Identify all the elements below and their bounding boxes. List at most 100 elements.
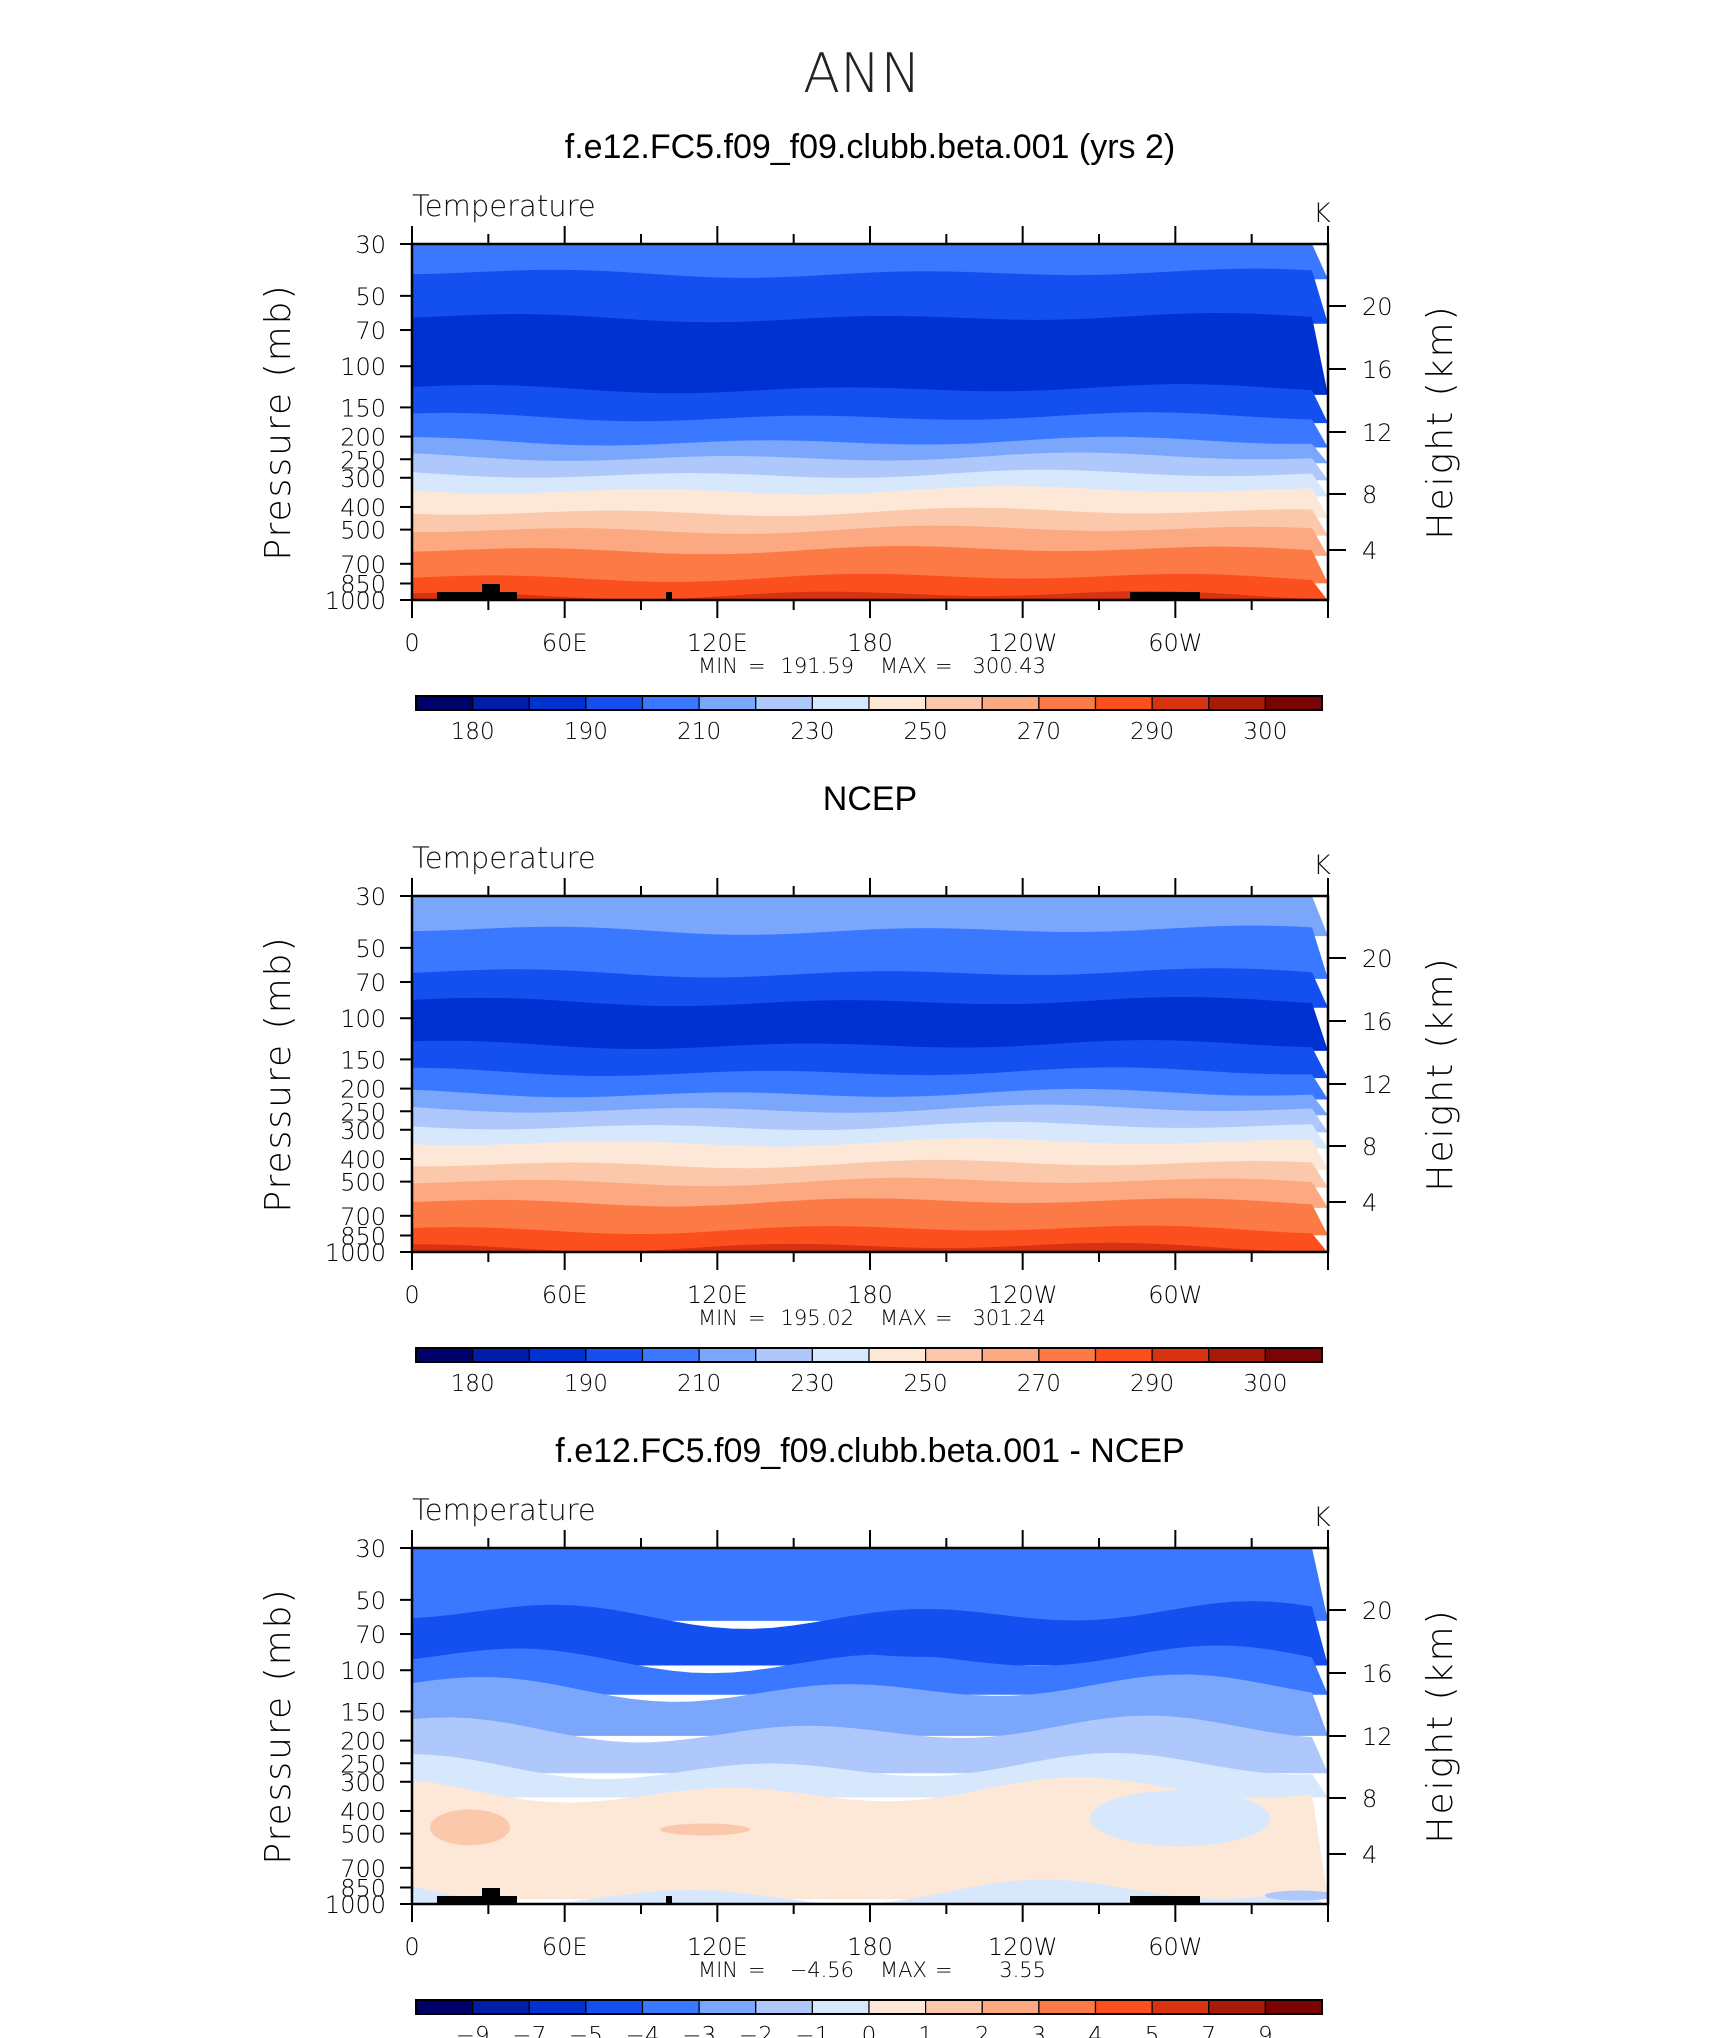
y-right-tick-label: 8 — [1362, 1133, 1377, 1161]
topography-block-1 — [437, 592, 517, 600]
y-tick-label: 100 — [340, 1657, 386, 1685]
contour-band-9 — [412, 486, 1328, 518]
x-tick-label: 60E — [542, 629, 588, 657]
contour-band-11 — [412, 1159, 1328, 1188]
colorbar-swatch — [585, 695, 644, 711]
chart-units: K — [1313, 198, 1331, 229]
y-tick-label: 850 — [340, 1223, 386, 1251]
colorbar-swatch — [1094, 695, 1153, 711]
y-tick-label: 250 — [340, 446, 386, 474]
x-tick-label: 60W — [1148, 629, 1202, 657]
min-value: 191.59 — [781, 654, 854, 678]
topography-block-3 — [666, 592, 672, 600]
colorbar-frame — [415, 695, 1323, 711]
y-tick-label: 50 — [355, 283, 386, 311]
y-right-tick-label: 16 — [1362, 356, 1393, 384]
max-label: MAX — [880, 1306, 927, 1330]
equals-sign: = — [748, 1958, 766, 1982]
y-tick-label: 200 — [340, 1076, 386, 1104]
x-tick-label: 180 — [847, 1933, 893, 1961]
topography-block-4 — [1130, 592, 1200, 600]
x-tick-label: 120E — [687, 1281, 748, 1309]
colorbar-swatch — [925, 695, 983, 711]
y-tick-label: 700 — [340, 1203, 386, 1231]
x-tick-label: 0 — [404, 1281, 419, 1309]
contour-band-15 — [412, 1242, 1315, 1252]
contour-band-3 — [412, 313, 1328, 395]
y-tick-label: 70 — [355, 1621, 386, 1649]
chart-units: K — [1313, 850, 1331, 881]
contour-blob-2 — [835, 1633, 1025, 1658]
contour-band-4 — [412, 996, 1328, 1051]
topography-block-2 — [482, 1888, 500, 1904]
x-tick-label: 180 — [847, 1281, 893, 1309]
y-tick-label: 1000 — [325, 1891, 386, 1919]
contour-blob-1 — [420, 1635, 620, 1648]
y-tick-label: 100 — [340, 353, 386, 381]
topography-block-4 — [1130, 1896, 1200, 1904]
y-right-axis-label: Height (km) — [1420, 956, 1461, 1191]
max-value: 3.55 — [999, 1958, 1046, 1982]
colorbar-swatch — [811, 1347, 870, 1363]
contour-blob-3 — [1170, 1632, 1230, 1641]
colorbar-swatch — [1264, 695, 1323, 711]
y-tick-label: 700 — [340, 551, 386, 579]
y-tick-label: 400 — [340, 1798, 386, 1826]
y-tick-label: 300 — [340, 465, 386, 493]
y-tick-label: 250 — [340, 1750, 386, 1778]
y-axis-label: Pressure (mb) — [258, 1587, 299, 1864]
colorbar-frame — [415, 1347, 1323, 1363]
y-tick-label: 30 — [355, 231, 386, 259]
contour-band-4 — [412, 384, 1328, 424]
colorbar-swatch — [1038, 1999, 1097, 2015]
contour-band-2 — [412, 1601, 1328, 1666]
colorbar-swatch — [755, 695, 813, 711]
colorbar-label: 290 — [1130, 719, 1174, 745]
y-tick-label: 200 — [340, 424, 386, 452]
colorbar-label: 210 — [677, 719, 721, 745]
colorbar-swatch — [698, 1999, 757, 2015]
topography-block-3 — [666, 1896, 672, 1904]
y-right-tick-label: 4 — [1362, 1189, 1377, 1217]
y-right-tick-label: 16 — [1362, 1660, 1393, 1688]
y-axis-label: Pressure (mb) — [258, 283, 299, 560]
y-tick-label: 1000 — [325, 587, 386, 615]
equals-sign: = — [748, 654, 766, 678]
contour-band-10 — [412, 1138, 1328, 1170]
colorbar-swatch — [415, 1347, 474, 1363]
y-tick-label: 300 — [340, 1117, 386, 1145]
chart-subtitle: Temperature — [412, 1493, 596, 1527]
colorbar-swatch — [868, 695, 927, 711]
colorbar-label: −1 — [795, 2023, 829, 2038]
colorbar-label: 7 — [1201, 2023, 1216, 2038]
y-right-tick-label: 12 — [1362, 1723, 1393, 1751]
colorbar-swatch — [1038, 695, 1097, 711]
y-tick-label: 150 — [340, 1046, 386, 1074]
colorbar-swatch — [1094, 1347, 1153, 1363]
x-tick-label: 0 — [404, 1933, 419, 1961]
colorbar-swatch — [755, 1347, 813, 1363]
colorbar-swatch — [1208, 1999, 1266, 2015]
chart-title: f.e12.FC5.f09_f09.clubb.beta.001 (yrs 2) — [565, 128, 1175, 166]
colorbar-label: 3 — [1032, 2023, 1047, 2038]
contour-band-1 — [412, 244, 1328, 280]
colorbar-label: 5 — [1145, 2023, 1160, 2038]
colorbar-swatch — [1038, 1347, 1097, 1363]
colorbar-swatch — [811, 695, 870, 711]
colorbar-label: 230 — [790, 719, 834, 745]
contour-band-10 — [412, 507, 1328, 536]
y-right-tick-label: 4 — [1362, 537, 1377, 565]
colorbar-label: −9 — [456, 2023, 490, 2038]
y-tick-label: 700 — [340, 1855, 386, 1883]
y-tick-label: 500 — [340, 1169, 386, 1197]
page-title: ANN — [803, 42, 921, 105]
equals-sign: = — [748, 1306, 766, 1330]
colorbar-label: 180 — [451, 719, 495, 745]
colorbar-label: −3 — [682, 2023, 716, 2038]
plot-area — [412, 896, 1328, 1252]
colorbar-swatch — [811, 1999, 870, 2015]
colorbar-label: 290 — [1130, 1371, 1174, 1397]
contour-band-11 — [412, 525, 1328, 556]
colorbar-swatch — [981, 695, 1040, 711]
colorbar-label: −2 — [739, 2023, 773, 2038]
